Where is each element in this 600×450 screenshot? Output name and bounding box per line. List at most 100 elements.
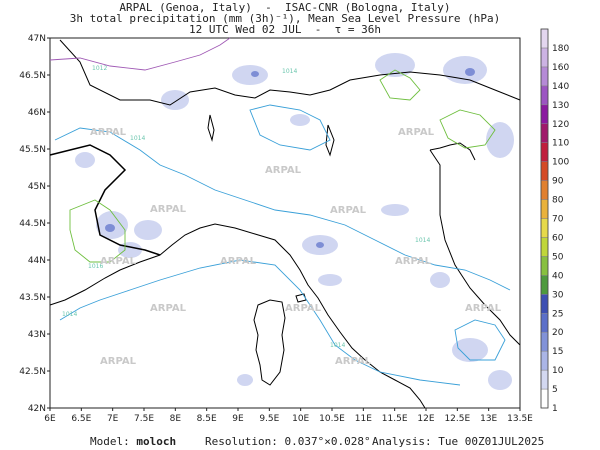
colorbar-swatch: [540, 350, 549, 371]
watermark: ARPAL: [100, 356, 137, 367]
lon-tick-label: 9E: [232, 414, 244, 424]
watermark: ARPAL: [220, 256, 257, 267]
isobar-1014d: [454, 319, 506, 361]
colorbar-swatch: [540, 313, 549, 333]
isobar-1016b: [379, 69, 421, 101]
precip-patch: [232, 65, 268, 85]
lat-tick-label: 47N: [28, 34, 46, 44]
lon-tick-label: 12.5E: [444, 414, 470, 424]
isobar-label: 1014: [62, 311, 77, 318]
lat-tick-label: 44.5N: [19, 219, 46, 229]
precip-patch: [161, 90, 189, 110]
watermark: ARPAL: [150, 303, 187, 314]
colorbar-label: 160: [552, 63, 569, 73]
watermark: ARPAL: [100, 256, 137, 267]
precip-patch: [452, 338, 488, 362]
isobar-1014b: [59, 259, 461, 386]
elba: [295, 293, 307, 303]
colorbar-label: 140: [552, 82, 569, 92]
colorbar-swatch: [540, 275, 549, 295]
lat-tick-label: 45.5N: [19, 145, 46, 155]
lon-tick-label: 10.5E: [319, 414, 345, 424]
isobar-1014c: [249, 104, 331, 151]
analysis-label: Analysis:: [372, 435, 432, 448]
precip-patch: [381, 204, 409, 216]
colorbar-swatch: [540, 294, 549, 314]
header-line-3: 12 UTC Wed 02 JUL - τ = 36h: [188, 23, 382, 36]
colorbar-label: 25: [552, 309, 563, 319]
longitude-axis: 6E 6.5E 7E 7.5E 8E 8.5E 9E 9.5E 10E 10.5E 11E 11.5E…: [44, 408, 533, 424]
footer-model: Model: moloch: [90, 435, 176, 448]
lon-tick-label: 7E: [107, 414, 119, 424]
precip-patch: [316, 242, 324, 248]
isobar-label: 1014: [330, 342, 345, 349]
precip-patch: [375, 53, 415, 77]
isobar-1016: [69, 199, 126, 263]
isobar-label: 1014: [282, 68, 297, 75]
lon-tick-label: 7.5E: [134, 414, 154, 424]
colorbar-frame: [540, 28, 549, 409]
lat-tick-label: 46N: [28, 108, 46, 118]
colorbar-swatch: [540, 85, 549, 106]
resolution-value: 0.037°×0.028°: [284, 435, 371, 448]
isobar-label: 1012: [92, 65, 107, 72]
precipitation-patches-dark: [105, 68, 475, 248]
watermark: ARPAL: [330, 205, 367, 216]
colorbar-label: 1: [552, 404, 558, 414]
lat-tick-label: 43N: [28, 330, 46, 340]
precip-patch: [75, 152, 95, 168]
colorbar-label: 110: [552, 139, 569, 149]
lon-tick-label: 11E: [355, 414, 372, 424]
colorbar-label: 70: [552, 215, 564, 225]
model-value: moloch: [136, 435, 177, 448]
watermark: ARPAL: [285, 303, 322, 314]
header-line-1: ARPAL (Genoa, Italy) - ISAC-CNR (Bologna…: [119, 1, 451, 14]
footer-resolution: Resolution: 0.037°×0.028°: [205, 435, 371, 448]
colorbar-label: 20: [552, 328, 564, 338]
analysis-value: Tue 00Z01JUL2025: [438, 435, 545, 448]
isobar-label: 1016: [88, 263, 103, 270]
precip-patch: [237, 374, 253, 386]
isobar-1014: [54, 127, 511, 291]
colorbar-swatch: [540, 142, 549, 162]
coastlines: [49, 39, 521, 409]
colorbar-swatch: [540, 237, 549, 257]
colorbar: 1510152025304050607080901001101201301401…: [540, 28, 569, 414]
precip-patch: [465, 68, 475, 76]
lat-tick-label: 45N: [28, 182, 46, 192]
lon-tick-label: 8E: [170, 414, 182, 424]
lat-tick-label: 42N: [28, 404, 46, 414]
colorbar-label: 15: [552, 347, 563, 357]
model-label: Model:: [90, 435, 130, 448]
precip-patch: [430, 272, 450, 288]
lat-tick-label: 42.5N: [19, 367, 46, 377]
precip-patch: [290, 114, 310, 126]
lon-tick-label: 13E: [480, 414, 497, 424]
colorbar-swatch: [540, 331, 549, 352]
colorbar-label: 10: [552, 366, 564, 376]
colorbar-swatch: [540, 369, 549, 390]
colorbar-swatch: [540, 66, 549, 87]
colorbar-swatch: [540, 47, 549, 68]
precip-patch: [443, 56, 487, 84]
watermark: ARPAL: [465, 303, 502, 314]
watermarks: ARPAL ARPAL ARPAL ARPAL ARPAL ARPAL ARPA…: [90, 127, 502, 367]
colorbar-label: 120: [552, 120, 569, 130]
isobar-1012: [49, 37, 231, 71]
resolution-label: Resolution:: [205, 435, 278, 448]
footer-analysis: Analysis: Tue 00Z01JUL2025: [372, 435, 544, 448]
colorbar-swatch: [540, 388, 549, 409]
lat-tick-label: 44N: [28, 256, 46, 266]
isobar-label: 1014: [415, 237, 430, 244]
isobar-1016c: [439, 109, 496, 149]
precip-patch: [105, 224, 115, 232]
watermark: ARPAL: [398, 127, 435, 138]
isobars: [49, 37, 511, 386]
colorbar-label: 130: [552, 101, 569, 111]
colorbar-label: 90: [552, 177, 564, 187]
lon-tick-label: 9.5E: [259, 414, 279, 424]
colorbar-label: 30: [552, 290, 564, 300]
precip-patch: [488, 370, 512, 390]
lat-tick-label: 43.5N: [19, 293, 46, 303]
watermark: ARPAL: [335, 356, 372, 367]
